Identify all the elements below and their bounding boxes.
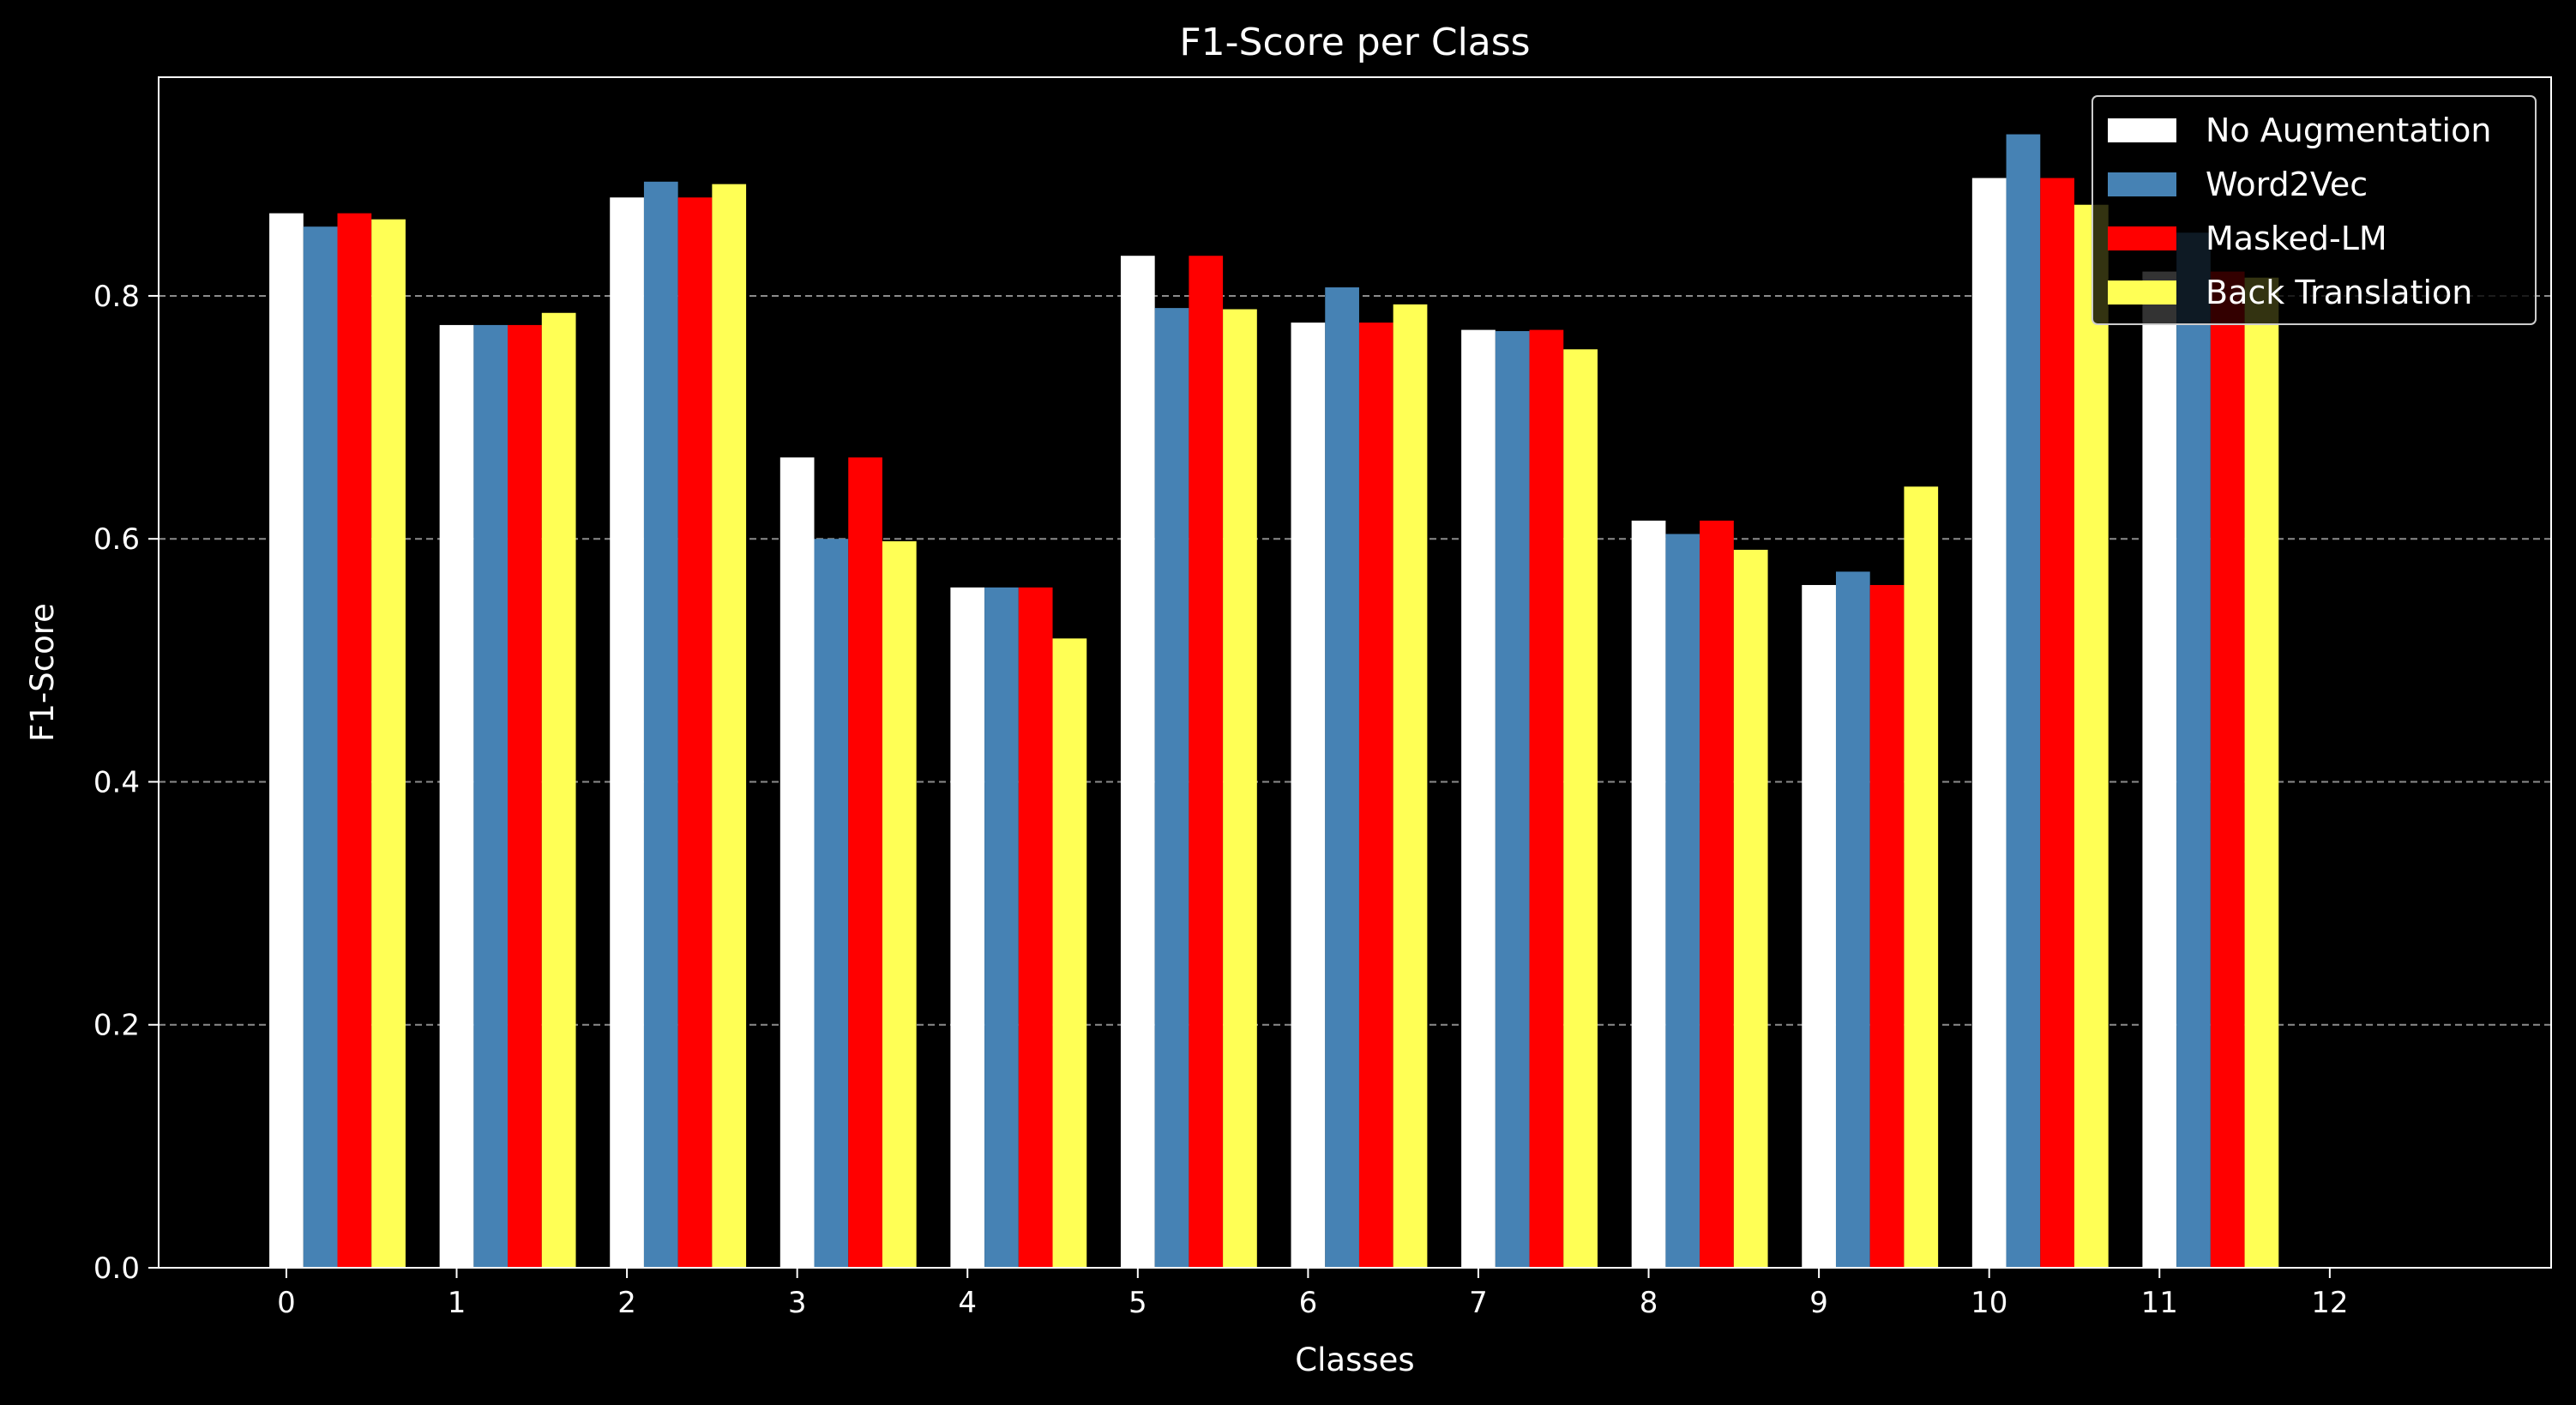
legend-label-2: Masked-LM (2206, 220, 2387, 257)
x-tick-label-6: 6 (1299, 1286, 1318, 1320)
x-axis-label: Classes (1295, 1342, 1414, 1378)
bar-series-3-class-2 (712, 184, 747, 1269)
bar-series-1-class-9 (1835, 571, 1870, 1268)
bar-series-2-class-10 (2040, 178, 2074, 1269)
x-tick-label-7: 7 (1469, 1286, 1488, 1320)
bar-series-0-class-6 (1291, 323, 1326, 1269)
bar-series-3-class-5 (1223, 309, 1257, 1269)
bar-series-0-class-10 (1971, 178, 2007, 1269)
x-tick-label-8: 8 (1640, 1286, 1658, 1320)
bar-series-0-class-7 (1461, 329, 1496, 1268)
bar-series-1-class-2 (643, 181, 678, 1268)
x-tick-label-3: 3 (788, 1286, 807, 1320)
bar-series-3-class-1 (541, 312, 576, 1268)
bar-series-2-class-1 (508, 324, 542, 1268)
x-tick-label-1: 1 (448, 1286, 466, 1320)
bar-series-1-class-0 (303, 226, 338, 1269)
x-tick-label-0: 0 (277, 1286, 296, 1320)
y-tick-label-3: 0.6 (93, 522, 140, 557)
bar-series-2-class-0 (337, 213, 372, 1269)
bar-series-3-class-3 (882, 541, 917, 1268)
x-tick-label-9: 9 (1809, 1286, 1828, 1320)
legend-label-3: Back Translation (2206, 274, 2472, 311)
y-tick-label-1: 0.2 (93, 1009, 140, 1043)
bar-series-1-class-11 (2176, 232, 2211, 1268)
bars-group (269, 134, 2279, 1269)
y-axis-label: F1-Score (24, 603, 61, 742)
x-tick-label-2: 2 (617, 1286, 636, 1320)
bar-series-0-class-9 (1802, 585, 1836, 1268)
bar-series-3-class-10 (2073, 204, 2109, 1269)
axis-ticks: 0 1 2 3 4 5 6 7 8 9 10 11 120.00.20.40.60.8 (93, 280, 2349, 1320)
x-tick-label-10: 10 (1971, 1286, 2007, 1320)
legend-box (2091, 95, 2537, 325)
bar-series-1-class-7 (1495, 331, 1530, 1269)
y-tick-label-2: 0.4 (93, 765, 140, 799)
bar-series-2-class-9 (1869, 585, 1905, 1268)
bar-series-3-class-4 (1052, 638, 1087, 1268)
chart-title: F1-Score per Class (1179, 21, 1530, 64)
bar-series-1-class-4 (984, 587, 1019, 1268)
x-tick-label-11: 11 (2141, 1286, 2178, 1320)
y-tick-label-0: 0.0 (93, 1251, 140, 1286)
bar-series-2-class-7 (1529, 329, 1564, 1268)
bar-series-3-class-9 (1904, 486, 1939, 1268)
bar-series-3-class-7 (1563, 349, 1598, 1269)
legend-swatch-2 (2108, 226, 2176, 250)
bar-series-2-class-8 (1700, 520, 1734, 1268)
bar-series-0-class-2 (610, 197, 644, 1269)
bar-series-0-class-11 (2142, 271, 2177, 1268)
legend-swatch-1 (2108, 172, 2176, 196)
bar-series-2-class-11 (2210, 271, 2245, 1268)
bar-series-0-class-5 (1120, 256, 1155, 1269)
bar-series-2-class-2 (677, 197, 713, 1269)
bar-series-3-class-8 (1733, 549, 1768, 1268)
x-tick-label-5: 5 (1129, 1286, 1147, 1320)
bar-series-1-class-5 (1154, 308, 1189, 1268)
legend: No Augmentation Word2Vec Masked-LM Back Tra… (2091, 95, 2537, 325)
legend-swatch-0 (2108, 118, 2176, 142)
bar-series-0-class-0 (269, 213, 304, 1269)
bar-series-0-class-1 (439, 324, 474, 1268)
bar-series-0-class-4 (950, 587, 985, 1268)
bar-series-3-class-0 (371, 219, 406, 1268)
x-tick-label-4: 4 (958, 1286, 977, 1320)
bar-series-2-class-3 (848, 457, 882, 1268)
bar-series-1-class-10 (2006, 134, 2041, 1268)
axes-frame (158, 76, 2552, 1269)
bar-series-2-class-5 (1189, 256, 1224, 1269)
x-tick-label-12: 12 (2311, 1286, 2348, 1320)
legend-swatch-3 (2108, 280, 2176, 305)
bar-series-1-class-3 (814, 539, 849, 1268)
legend-label-0: No Augmentation (2206, 112, 2491, 149)
bar-series-0-class-3 (779, 457, 815, 1268)
bar-series-2-class-4 (1018, 587, 1053, 1268)
bar-series-3-class-11 (2244, 277, 2279, 1269)
y-tick-label-4: 0.8 (93, 280, 140, 314)
bar-series-1-class-6 (1325, 287, 1359, 1269)
bar-series-0-class-8 (1631, 520, 1666, 1268)
bar-series-1-class-1 (473, 324, 509, 1268)
bar-series-1-class-8 (1665, 534, 1700, 1268)
bar-series-2-class-6 (1358, 323, 1393, 1269)
bar-series-3-class-6 (1393, 304, 1428, 1269)
legend-label-1: Word2Vec (2206, 166, 2368, 203)
